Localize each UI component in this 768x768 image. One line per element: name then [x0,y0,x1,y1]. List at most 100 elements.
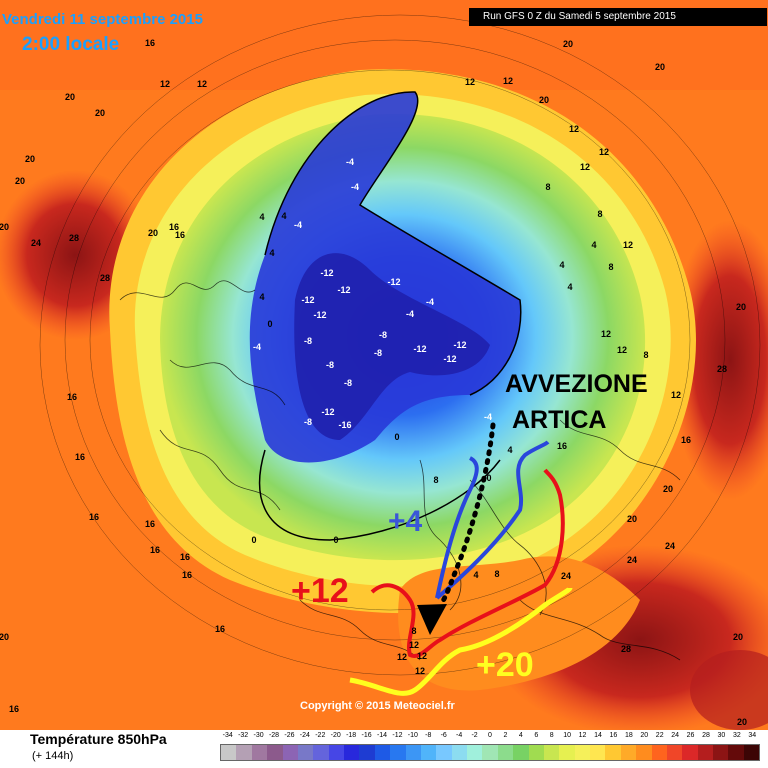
temperature-label: 8 [608,262,613,272]
temperature-label: 4 [281,211,286,221]
cold-core-deep [294,253,490,440]
temperature-850hpa-map: 16 12 12 20 20 20 20 20 20 20 12 12 12 12 12 8 8 4 12 8 4 4 12… [0,0,768,730]
color-scale-ticks: -34 -32 -30 -28 -26 -24 -22 -20 -18 -16 -14 -12 -10-… [220,732,760,742]
temperature-label: 4 [259,212,264,222]
temperature-label: 20 [65,92,75,102]
temperature-label: 16 [89,512,99,522]
scale-swatch [728,745,744,760]
scale-tick-label: -16 [361,732,372,739]
copyright-text: Copyright © 2015 Meteociel.fr [300,700,455,712]
temperature-label: 12 [601,329,611,339]
temperature-label: 0 [251,535,256,545]
scale-tick-label: -14 [376,732,388,739]
isotherm-lines [39,14,761,676]
temperature-label: 20 [25,154,35,164]
scale-swatch [636,745,652,760]
temperature-label: 20 [733,632,743,642]
temperature-label: -12 [301,295,314,305]
temperature-label: -12 [453,340,466,350]
temperature-label: 20 [737,717,747,727]
temperature-label: 8 [411,626,416,636]
temperature-label: -4 [294,220,302,230]
scale-swatch [682,745,698,760]
temperature-label: -8 [304,336,312,346]
temperature-label: -4 [351,182,359,192]
scale-tick-label: 32 [732,732,741,739]
scale-tick-label: -2 [471,732,478,739]
temperature-label: 12 [623,240,633,250]
temperature-label: -4 [484,412,492,422]
temperature-label: 16 [145,38,155,48]
temperature-label: 16 [557,441,567,451]
temperature-label: 12 [397,652,407,662]
temperature-label: 4 [507,445,512,455]
temperature-label: 12 [197,79,207,89]
temperature-label: 20 [0,632,9,642]
scale-tick-label: -10 [407,732,418,739]
temperature-label: -12 [313,310,326,320]
scale-tick-label: -6 [440,732,447,739]
temperature-label: 16 [175,230,185,240]
valid-date: Vendredi 11 septembre 2015 [2,11,203,28]
plus4-isotherm-line-east [435,440,550,600]
scale-tick-label: 30 [717,732,726,739]
temperature-label: 20 [663,484,673,494]
temperature-label: 0 [333,535,338,545]
annotation-plus4: +4 [388,505,423,538]
scale-swatch [359,745,375,760]
scale-tick-label: -34 [222,732,233,739]
scale-tick-label: 6 [534,732,539,739]
temperature-label: 12 [465,77,475,87]
temperature-label: 16 [169,222,179,232]
temperature-label: 12 [599,147,609,157]
scale-swatch [559,745,575,760]
scale-swatch [282,745,298,760]
temperature-label: -12 [337,285,350,295]
scale-swatch [605,745,621,760]
temperature-label: 16 [182,570,192,580]
scale-tick-label: -32 [238,732,249,739]
temperature-label: 12 [417,651,427,661]
temperature-label: 12 [671,390,681,400]
scale-swatch [651,745,667,760]
scale-tick-label: 18 [624,732,633,739]
scale-tick-label: -4 [456,732,463,739]
scale-tick-label: -18 [346,732,357,739]
temperature-label: -8 [374,348,382,358]
temperature-label: 0 [486,473,491,483]
map-value-labels: 16 12 12 20 20 20 20 20 20 20 12 12 12 12 12 8 8 4 12 8 4 4 12… [0,38,747,727]
scale-swatch [528,745,544,760]
scale-swatch [374,745,391,760]
scale-swatch [743,745,760,760]
temperature-label: -4 [406,309,414,319]
scale-swatch [251,745,268,760]
scale-swatch [221,745,237,760]
scale-tick-label: -24 [299,732,310,739]
coastlines [119,280,681,661]
temperature-label: -4 [426,297,434,307]
scale-tick-label: 14 [594,732,602,739]
temperature-label: 4 [259,292,264,302]
scale-swatch [267,745,283,760]
heat-region-corner [690,650,768,730]
scale-swatch [713,745,729,760]
arctic-advection-arrow-head [417,604,447,635]
scale-swatch [513,745,529,760]
temperature-label: 8 [494,569,499,579]
scale-tick-label: -26 [284,732,295,739]
temperature-label: 20 [655,62,665,72]
temperature-label: -12 [320,268,333,278]
scale-swatch [482,745,498,760]
scale-swatch [497,745,514,760]
temperature-label: 16 [150,545,160,555]
scale-tick-label: 20 [640,732,649,739]
lead-time: (+ 144h) [32,750,74,762]
temperature-label: 16 [9,704,19,714]
temperature-label: -8 [304,417,312,427]
temperature-label: 24 [665,541,675,551]
scale-swatch [666,745,683,760]
temperature-label: -12 [321,407,334,417]
temperature-label: 12 [617,345,627,355]
temperature-label: 24 [31,238,41,248]
temperature-label: 16 [145,519,155,529]
